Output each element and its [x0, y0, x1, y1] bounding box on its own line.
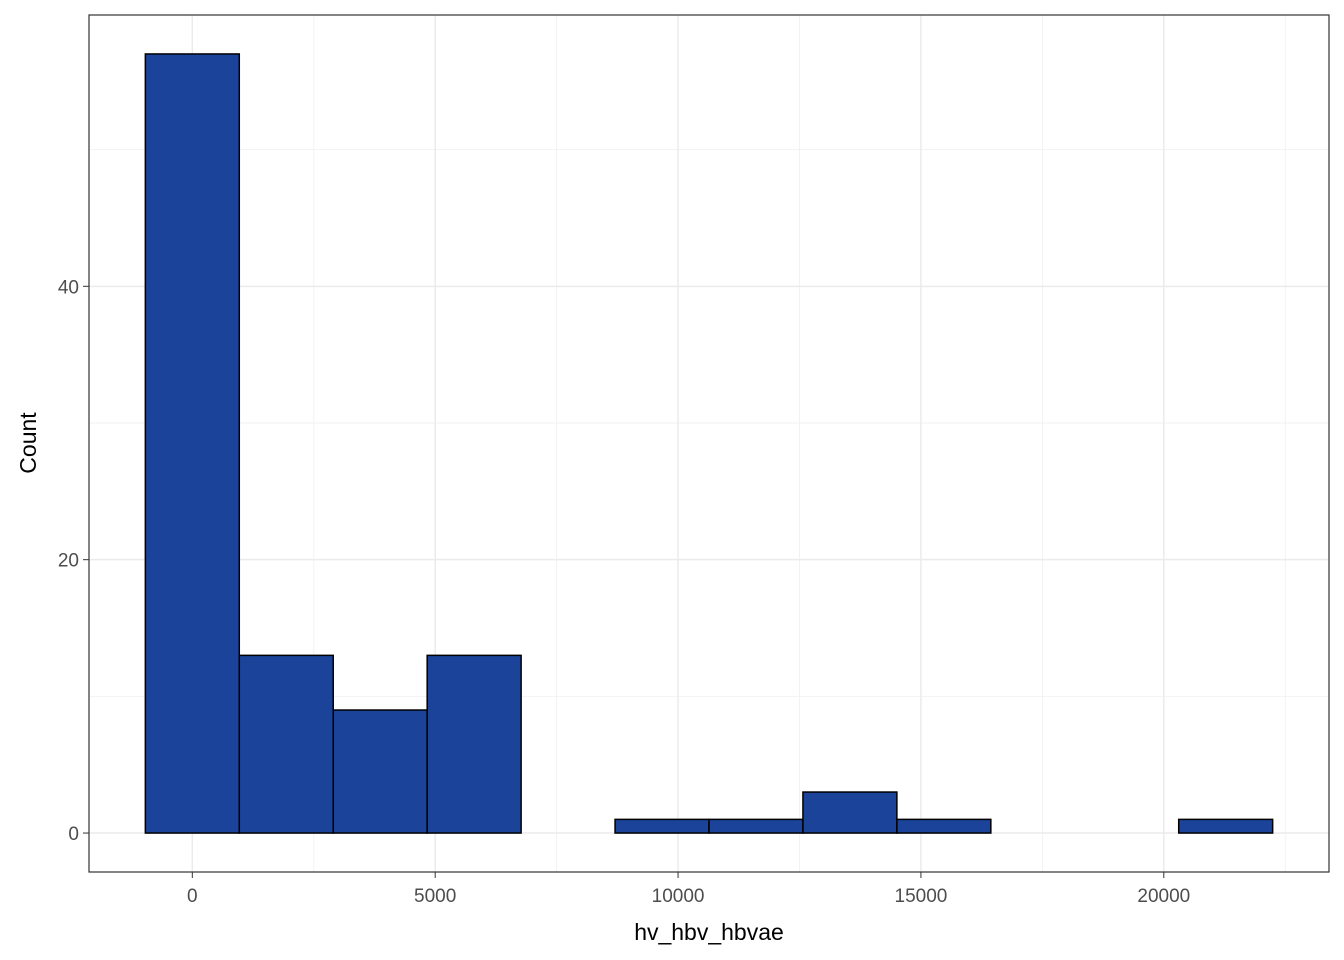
x-tick-label: 5000	[414, 886, 456, 907]
y-axis-title: Count	[15, 412, 41, 474]
x-tick-label: 20000	[1137, 886, 1190, 907]
bar	[614, 818, 710, 834]
bar	[708, 818, 804, 834]
bar	[1177, 818, 1274, 834]
x-tick-label: 15000	[895, 886, 948, 907]
bar	[426, 654, 522, 834]
y-tick-label: 40	[58, 277, 79, 298]
bar	[896, 818, 992, 834]
y-tick-label: 0	[68, 824, 79, 845]
bar	[238, 654, 334, 834]
x-tick-label: 0	[187, 886, 198, 907]
x-axis-title: hv_hbv_hbvae	[634, 919, 784, 945]
bar	[332, 709, 428, 834]
panel-border	[88, 14, 1330, 873]
x-tick-label: 10000	[652, 886, 705, 907]
bar	[144, 53, 241, 834]
y-tick-label: 20	[58, 551, 79, 572]
bar	[802, 791, 898, 834]
